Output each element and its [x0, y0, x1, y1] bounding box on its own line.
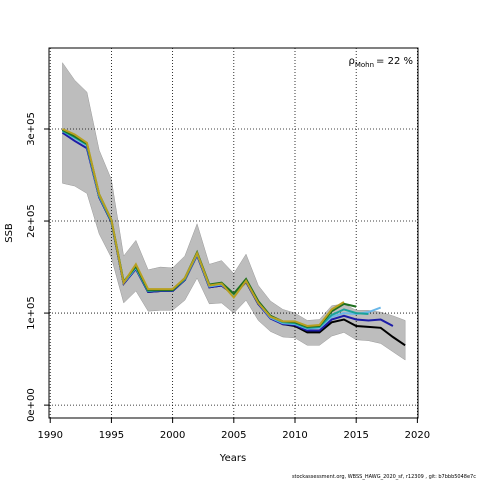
x-tick-label: 1995 [99, 430, 124, 441]
y-tick-label: 1e+05 [26, 296, 37, 330]
mohn-rho: ρMohn = 22 % [348, 56, 413, 69]
plot-frame [48, 47, 419, 419]
rho-subscript: Mohn [355, 61, 374, 69]
y-tick-label: 3e+05 [26, 112, 37, 146]
x-tick-label: 2015 [343, 430, 368, 441]
x-tick-label: 1990 [37, 430, 62, 441]
confidence-band [62, 61, 406, 361]
x-axis-label: Years [219, 453, 246, 464]
y-tick-label: 2e+05 [26, 204, 37, 238]
series-line [62, 128, 345, 327]
y-axis-label: SSB [4, 223, 15, 243]
rho-symbol: ρ [348, 56, 354, 67]
x-tick-label: 2020 [405, 430, 430, 441]
x-tick-label: 2000 [160, 430, 185, 441]
x-tick-label: 2010 [282, 430, 307, 441]
footer: stockassessment.org, WBSS_HAWG_2020_sf, … [292, 474, 476, 480]
y-tick-label: 0e+00 [26, 388, 37, 422]
rho-value: = 22 % [376, 56, 413, 67]
x-tick-label: 2005 [221, 430, 246, 441]
